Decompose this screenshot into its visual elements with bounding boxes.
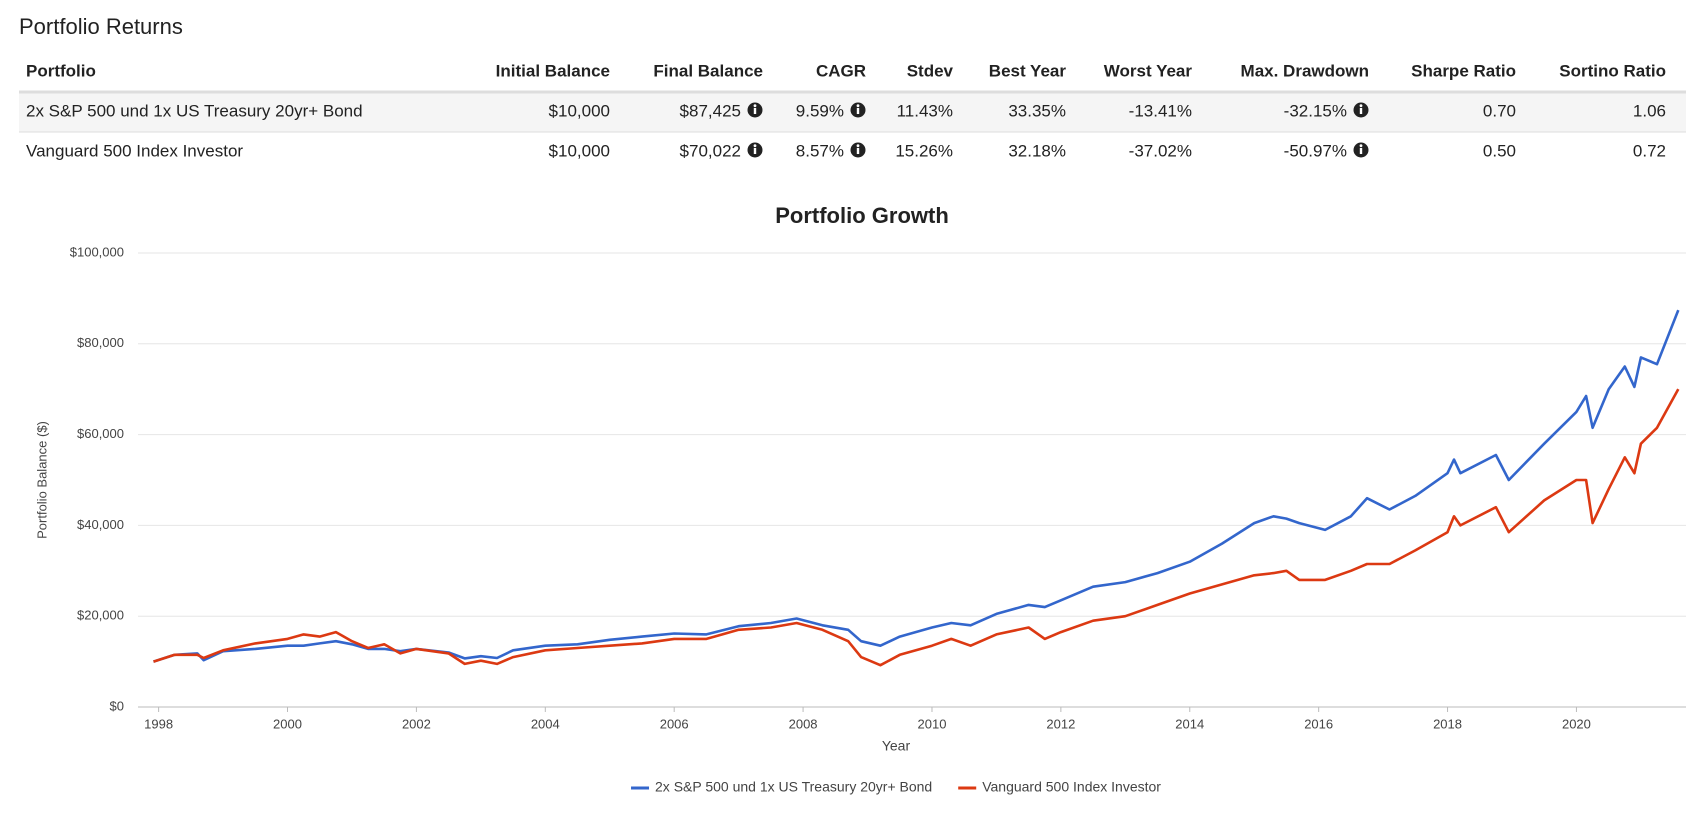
table-cell: 32.18% [1008,141,1066,160]
table-cell: $87,425 [680,101,741,120]
x-tick-label: 2014 [1175,716,1204,731]
y-tick-label: $0 [110,698,124,713]
x-tick-label: 2012 [1046,716,1075,731]
info-icon-stem [1359,108,1363,114]
x-tick-label: 1998 [144,716,173,731]
info-icon-stem [856,108,860,114]
x-tick-label: 2008 [789,716,818,731]
info-icon-dot [856,144,860,148]
x-tick-label: 2010 [918,716,947,731]
table-cell: $70,022 [680,141,741,160]
column-header: Sortino Ratio [1559,61,1666,80]
x-tick-label: 2018 [1433,716,1462,731]
table-cell: -32.15% [1284,101,1347,120]
column-header: CAGR [816,61,866,80]
column-header: Portfolio [26,61,96,80]
table-cell: 2x S&P 500 und 1x US Treasury 20yr+ Bond [26,101,363,120]
info-icon-dot [856,104,860,108]
table-cell: 11.43% [897,101,953,120]
y-tick-label: $60,000 [77,426,124,441]
column-header: Initial Balance [496,61,610,80]
y-axis-label: Portfolio Balance ($) [34,421,49,539]
x-axis-label: Year [882,738,911,754]
column-header: Stdev [907,61,954,80]
info-icon-dot [1359,144,1363,148]
y-tick-label: $20,000 [77,608,124,623]
table-cell: 8.57% [796,141,844,160]
info-icon-stem [753,108,757,114]
table-cell: $10,000 [549,101,610,120]
x-tick-label: 2006 [660,716,689,731]
y-tick-label: $40,000 [77,517,124,532]
column-header: Best Year [989,61,1067,80]
table-cell: $10,000 [549,141,610,160]
info-icon-dot [753,104,757,108]
legend-label: Vanguard 500 Index Investor [982,779,1161,795]
series-line [153,309,1680,663]
x-tick-label: 2000 [273,716,302,731]
table-cell: 0.50 [1483,141,1516,160]
table-cell: 33.35% [1008,101,1066,120]
info-icon-dot [1359,104,1363,108]
table-cell: -37.02% [1129,141,1192,160]
x-tick-label: 2004 [531,716,560,731]
column-header: Worst Year [1104,61,1193,80]
x-tick-label: 2002 [402,716,431,731]
column-header: Sharpe Ratio [1411,61,1516,80]
table-cell: 0.72 [1633,141,1666,160]
column-header: Final Balance [653,61,763,80]
table-title: Portfolio Returns [19,14,183,39]
table-cell: 9.59% [796,101,844,120]
x-tick-label: 2016 [1304,716,1333,731]
info-icon-stem [856,148,860,154]
chart-title: Portfolio Growth [775,203,949,228]
legend-label: 2x S&P 500 und 1x US Treasury 20yr+ Bond [655,779,932,795]
table-cell: -13.41% [1129,101,1192,120]
table-cell: 0.70 [1483,101,1516,120]
table-cell: Vanguard 500 Index Investor [26,141,243,160]
table-cell: 1.06 [1633,101,1666,120]
y-tick-label: $100,000 [70,244,124,259]
table-cell: -50.97% [1284,141,1347,160]
series-line [153,388,1680,667]
info-icon-stem [1359,148,1363,154]
table-cell: 15.26% [895,141,953,160]
y-tick-label: $80,000 [77,335,124,350]
info-icon-stem [753,148,757,154]
x-tick-label: 2020 [1562,716,1591,731]
info-icon-dot [753,144,757,148]
column-header: Max. Drawdown [1241,61,1369,80]
